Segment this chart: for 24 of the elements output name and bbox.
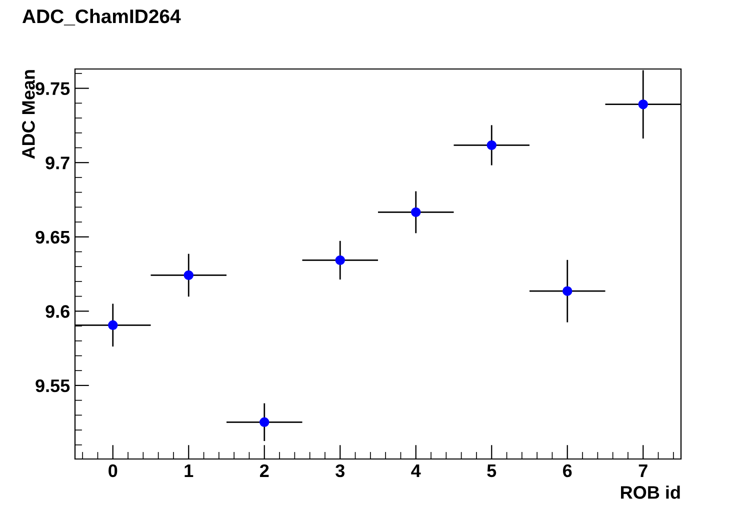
x-tick-label: 2 [260,464,269,477]
x-tick-label: 4 [411,464,421,477]
y-tick-label: 9.7 [46,156,70,170]
y-tick-label: 9.6 [46,305,70,318]
x-tick-label: 0 [108,464,118,478]
point [638,100,648,110]
x-tick-label: 7 [638,464,648,477]
point [562,286,572,296]
x-tick-label: 1 [184,464,194,477]
point [260,417,270,428]
point [108,320,118,330]
point [335,255,345,266]
x-tick-label: 6 [563,464,572,478]
y-tick-label: 9.65 [36,230,70,244]
y-tick-label: 9.75 [36,82,70,96]
x-tick-label: 3 [336,464,344,478]
y-tick-label: 9.55 [36,379,70,392]
y-axis-title: ADC Mean [22,70,35,159]
x-axis-title: ROB id [621,486,680,499]
point [411,207,421,218]
chart-title: ADC_ChamID264 [22,8,181,26]
x-tick-label: 5 [487,464,496,478]
point [486,140,496,150]
point [184,270,194,280]
